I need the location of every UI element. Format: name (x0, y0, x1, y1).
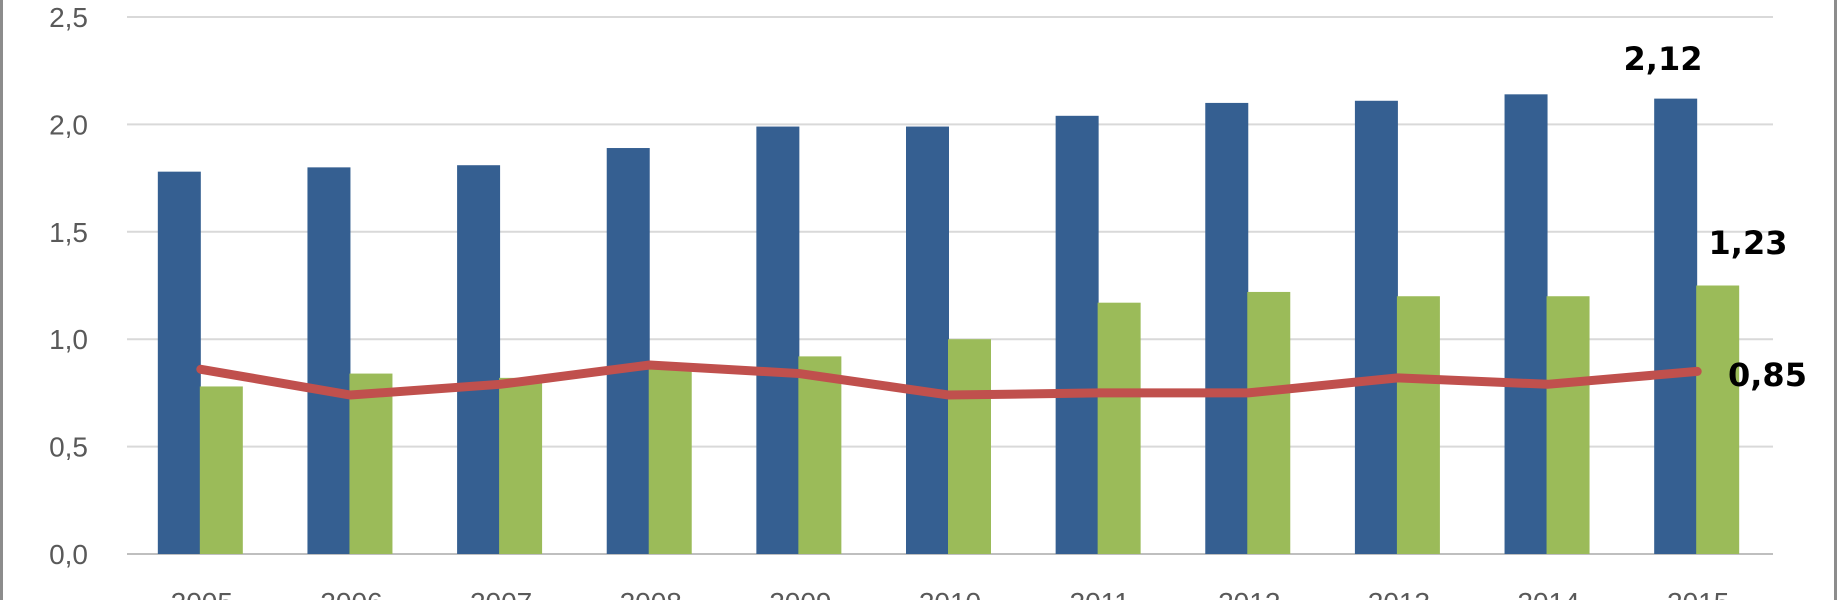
bar-series-2 (1097, 302, 1141, 554)
data-label-bar2-last: 1,23 (1709, 224, 1788, 262)
bar-series-1 (606, 148, 650, 554)
y-tick-label: 0,5 (49, 432, 88, 463)
x-tick-label: 2010 (919, 587, 981, 600)
x-tick-label: 2005 (171, 587, 233, 600)
bar-series-2 (1546, 296, 1590, 554)
bar-series-2 (1696, 285, 1740, 554)
bar-series-1 (1205, 102, 1249, 555)
bars (157, 94, 1740, 555)
bar-series-2 (499, 377, 543, 554)
y-tick-label: 1,5 (49, 217, 88, 248)
bar-series-1 (1504, 94, 1548, 554)
bar-series-2 (1247, 291, 1291, 554)
x-axis-tick-labels: 2005 2006 2007 2008 2009 2010 2011 2012 2013 2014… (171, 587, 1730, 600)
line-series-path (196, 360, 1702, 400)
bar-series-2 (349, 373, 393, 554)
x-tick-label: 2007 (470, 587, 532, 600)
bar-series-1 (1055, 115, 1099, 555)
x-tick-label: 2008 (620, 587, 682, 600)
y-tick-label: 2,0 (49, 109, 88, 140)
bar-series-2 (648, 367, 692, 554)
y-tick-label: 2,5 (49, 2, 88, 33)
bar-series-1 (307, 167, 351, 555)
y-axis-tick-labels: 0,0 0,5 1,0 1,5 2,0 2,5 (49, 2, 88, 570)
x-tick-label: 2015 (1667, 587, 1729, 600)
data-labels: 2,12 1,23 0,85 (1624, 40, 1807, 394)
bar-series-2 (948, 339, 991, 554)
x-tick-label: 2009 (769, 587, 831, 600)
bar-series-1 (457, 165, 501, 554)
bar-series-1 (906, 126, 949, 554)
line-series (196, 360, 1702, 400)
bar-series-2 (798, 356, 842, 554)
y-tick-label: 0,0 (49, 539, 88, 570)
x-tick-label: 2013 (1368, 587, 1430, 600)
bar-series-2 (199, 386, 243, 554)
data-label-bar1-last: 2,12 (1624, 40, 1703, 78)
x-tick-label: 2012 (1218, 587, 1280, 600)
x-tick-label: 2014 (1517, 587, 1579, 600)
bar-series-1 (1354, 100, 1398, 554)
bar-series-1 (1654, 98, 1698, 555)
bar-series-2 (1396, 296, 1440, 554)
y-tick-label: 1,0 (49, 324, 88, 355)
bar-series-1 (756, 126, 800, 554)
x-tick-label: 2011 (1070, 587, 1130, 600)
bar-series-1 (157, 171, 201, 554)
x-tick-label: 2006 (320, 587, 382, 600)
data-label-line-last: 0,85 (1728, 356, 1807, 394)
